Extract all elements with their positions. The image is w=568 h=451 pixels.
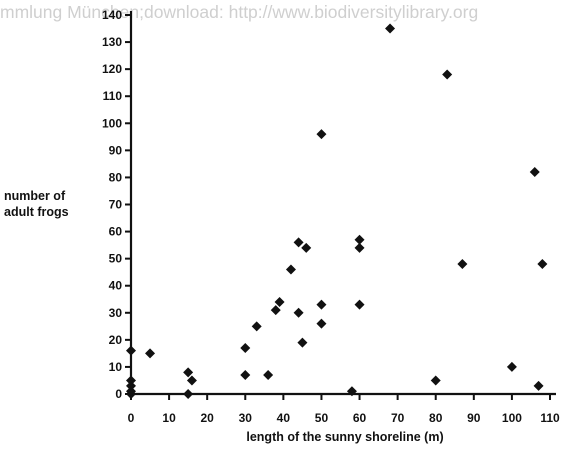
x-tick-label: 100 <box>502 411 522 425</box>
data-point <box>430 375 441 386</box>
data-point <box>240 370 251 381</box>
x-tick-label: 30 <box>239 411 253 425</box>
x-tick-label: 20 <box>201 411 215 425</box>
data-points <box>126 23 548 399</box>
data-point <box>385 23 396 34</box>
y-axis-label: number of adult frogs <box>4 188 88 220</box>
data-point <box>270 305 281 316</box>
data-point <box>354 234 365 245</box>
data-point <box>442 69 453 80</box>
y-tick-label: 20 <box>109 333 123 347</box>
data-point <box>316 318 327 329</box>
data-point <box>274 296 285 307</box>
data-point <box>506 361 517 372</box>
data-point <box>126 375 136 386</box>
y-tick-label: 80 <box>109 170 123 184</box>
y-tick-label: 30 <box>109 306 123 320</box>
data-point <box>240 342 251 353</box>
y-tick-label: 140 <box>102 8 122 22</box>
data-point <box>529 167 540 178</box>
data-point <box>126 380 136 391</box>
y-tick-label: 40 <box>109 279 123 293</box>
data-point <box>186 375 197 386</box>
x-tick-label: 90 <box>467 411 481 425</box>
data-point <box>297 337 308 348</box>
x-tick-label: 0 <box>128 411 135 425</box>
watermark-text: mmlung München;download: http://www.biod… <box>0 2 479 22</box>
x-axis-label: length of the sunny shoreline (m) <box>246 430 444 444</box>
y-tick-label: 70 <box>109 198 123 212</box>
data-point <box>126 345 136 356</box>
y-tick-label: 130 <box>102 35 122 49</box>
y-tick-label: 50 <box>109 252 123 266</box>
x-tick-label: 50 <box>315 411 329 425</box>
data-point <box>293 237 304 248</box>
x-tick-label: 60 <box>353 411 367 425</box>
data-point <box>457 259 468 270</box>
tick-labels: 0 10 20 30 40 50 60 70 80 90 100 110 120 130 140 0 10 20 3… <box>102 8 560 425</box>
y-tick-label: 0 <box>115 387 122 401</box>
x-tick-label: 110 <box>540 411 560 425</box>
data-point <box>533 380 544 391</box>
data-point <box>301 242 312 253</box>
axes <box>129 11 556 396</box>
data-point <box>354 299 365 310</box>
y-tick-label: 100 <box>102 116 122 130</box>
x-tick-label: 80 <box>429 411 443 425</box>
y-tick-label: 110 <box>103 89 123 103</box>
data-point <box>145 348 156 359</box>
data-point <box>293 307 304 318</box>
y-axis-label-line-2: adult frogs <box>4 205 69 219</box>
data-point <box>316 299 327 310</box>
x-tick-label: 70 <box>391 411 405 425</box>
y-tick-label: 10 <box>109 360 123 374</box>
data-point <box>316 129 327 140</box>
y-tick-label: 60 <box>109 225 123 239</box>
y-axis-label-line-1: number of <box>4 189 66 203</box>
data-point <box>183 389 194 399</box>
y-tick-label: 120 <box>102 62 122 76</box>
data-point <box>251 321 262 332</box>
data-point <box>183 367 194 378</box>
data-point <box>263 370 274 381</box>
data-point <box>537 259 548 270</box>
data-point <box>354 242 365 253</box>
data-point <box>285 264 296 275</box>
data-point <box>346 386 357 397</box>
data-point <box>126 386 136 397</box>
y-tick-label: 90 <box>109 143 123 157</box>
x-tick-label: 10 <box>162 411 176 425</box>
ticks <box>125 14 551 400</box>
x-tick-label: 40 <box>277 411 291 425</box>
